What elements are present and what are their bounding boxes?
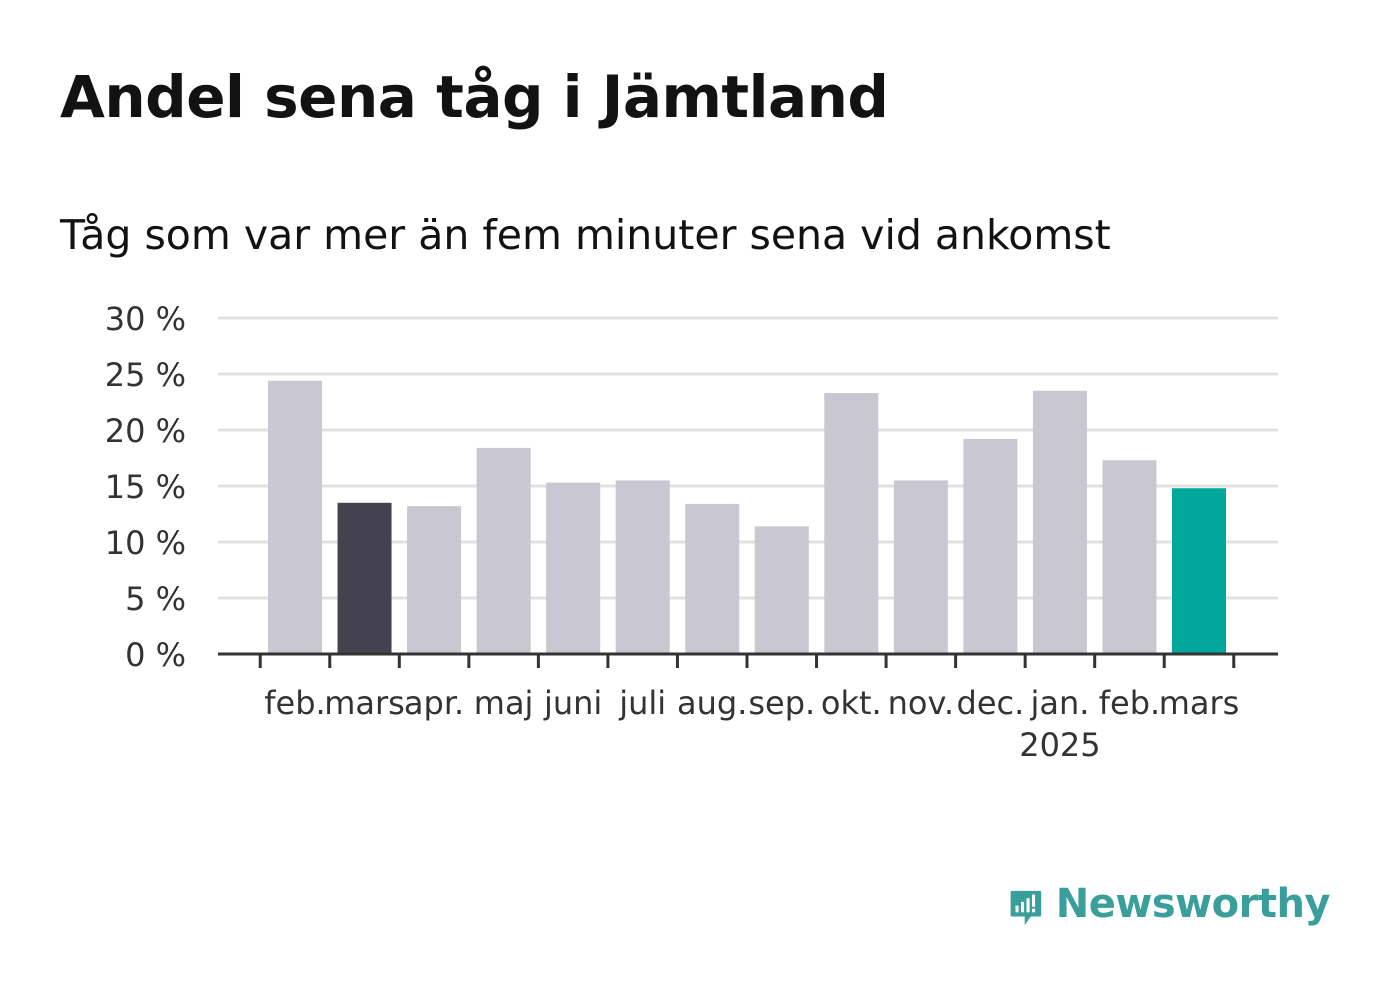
bar [337, 502, 392, 654]
chart-subtitle: Tåg som var mer än fem minuter sena vid … [60, 211, 1111, 259]
x-tick-label: feb. [264, 684, 325, 722]
x-tick-label: sep. [748, 684, 815, 722]
bar [407, 506, 462, 654]
bar [754, 526, 809, 654]
bar [824, 393, 879, 654]
x-tick-label: mars [1159, 684, 1240, 722]
y-tick-label: 25 % [105, 356, 186, 394]
bar [1102, 460, 1157, 654]
x-tick-label: maj [474, 684, 534, 722]
x-tick-label: aug. [677, 684, 747, 722]
x-tick-label: feb. [1099, 684, 1160, 722]
x-tick-label: apr. [404, 684, 464, 722]
x-tick-label: jan. [1029, 684, 1089, 722]
bar [1032, 390, 1087, 654]
bar [615, 480, 670, 654]
bar [963, 438, 1018, 654]
y-tick-label: 20 % [105, 412, 186, 450]
chart-title: Andel sena tåg i Jämtland [60, 63, 889, 131]
x-tick-label: nov. [888, 684, 954, 722]
y-tick-label: 10 % [105, 524, 186, 562]
y-tick-label: 5 % [125, 580, 186, 618]
y-axis-tick-labels: 0 % 5 % 10 % 15 % 20 % 25 % 30 % [105, 300, 186, 674]
newsworthy-logo-text: Newsworthy [1055, 881, 1331, 927]
bar [685, 503, 740, 654]
x-tick-label: dec. [957, 684, 1025, 722]
newsworthy-logo-icon [1010, 890, 1042, 926]
x-tick-label: mars [324, 684, 405, 722]
bar [268, 380, 322, 654]
x-tick-label: juli [618, 684, 666, 722]
bar [893, 480, 948, 654]
x-tick-year-label: 2025 [1019, 726, 1100, 764]
newsworthy-logo: Newsworthy [1010, 878, 1331, 942]
y-tick-label: 30 % [105, 300, 186, 338]
x-tick-label: okt. [821, 684, 882, 722]
bar [546, 482, 601, 654]
gridlines [218, 316, 1278, 600]
bar [1172, 488, 1226, 654]
y-tick-label: 15 % [105, 468, 186, 506]
x-axis [218, 652, 1278, 668]
bars [268, 380, 1226, 654]
x-tick-label: juni [543, 684, 602, 722]
x-axis-tick-labels: feb.mars apr. maj juni juli aug. sep. okt. nov. d… [264, 684, 1239, 764]
y-tick-label: 0 % [125, 636, 186, 674]
bar [476, 447, 531, 654]
